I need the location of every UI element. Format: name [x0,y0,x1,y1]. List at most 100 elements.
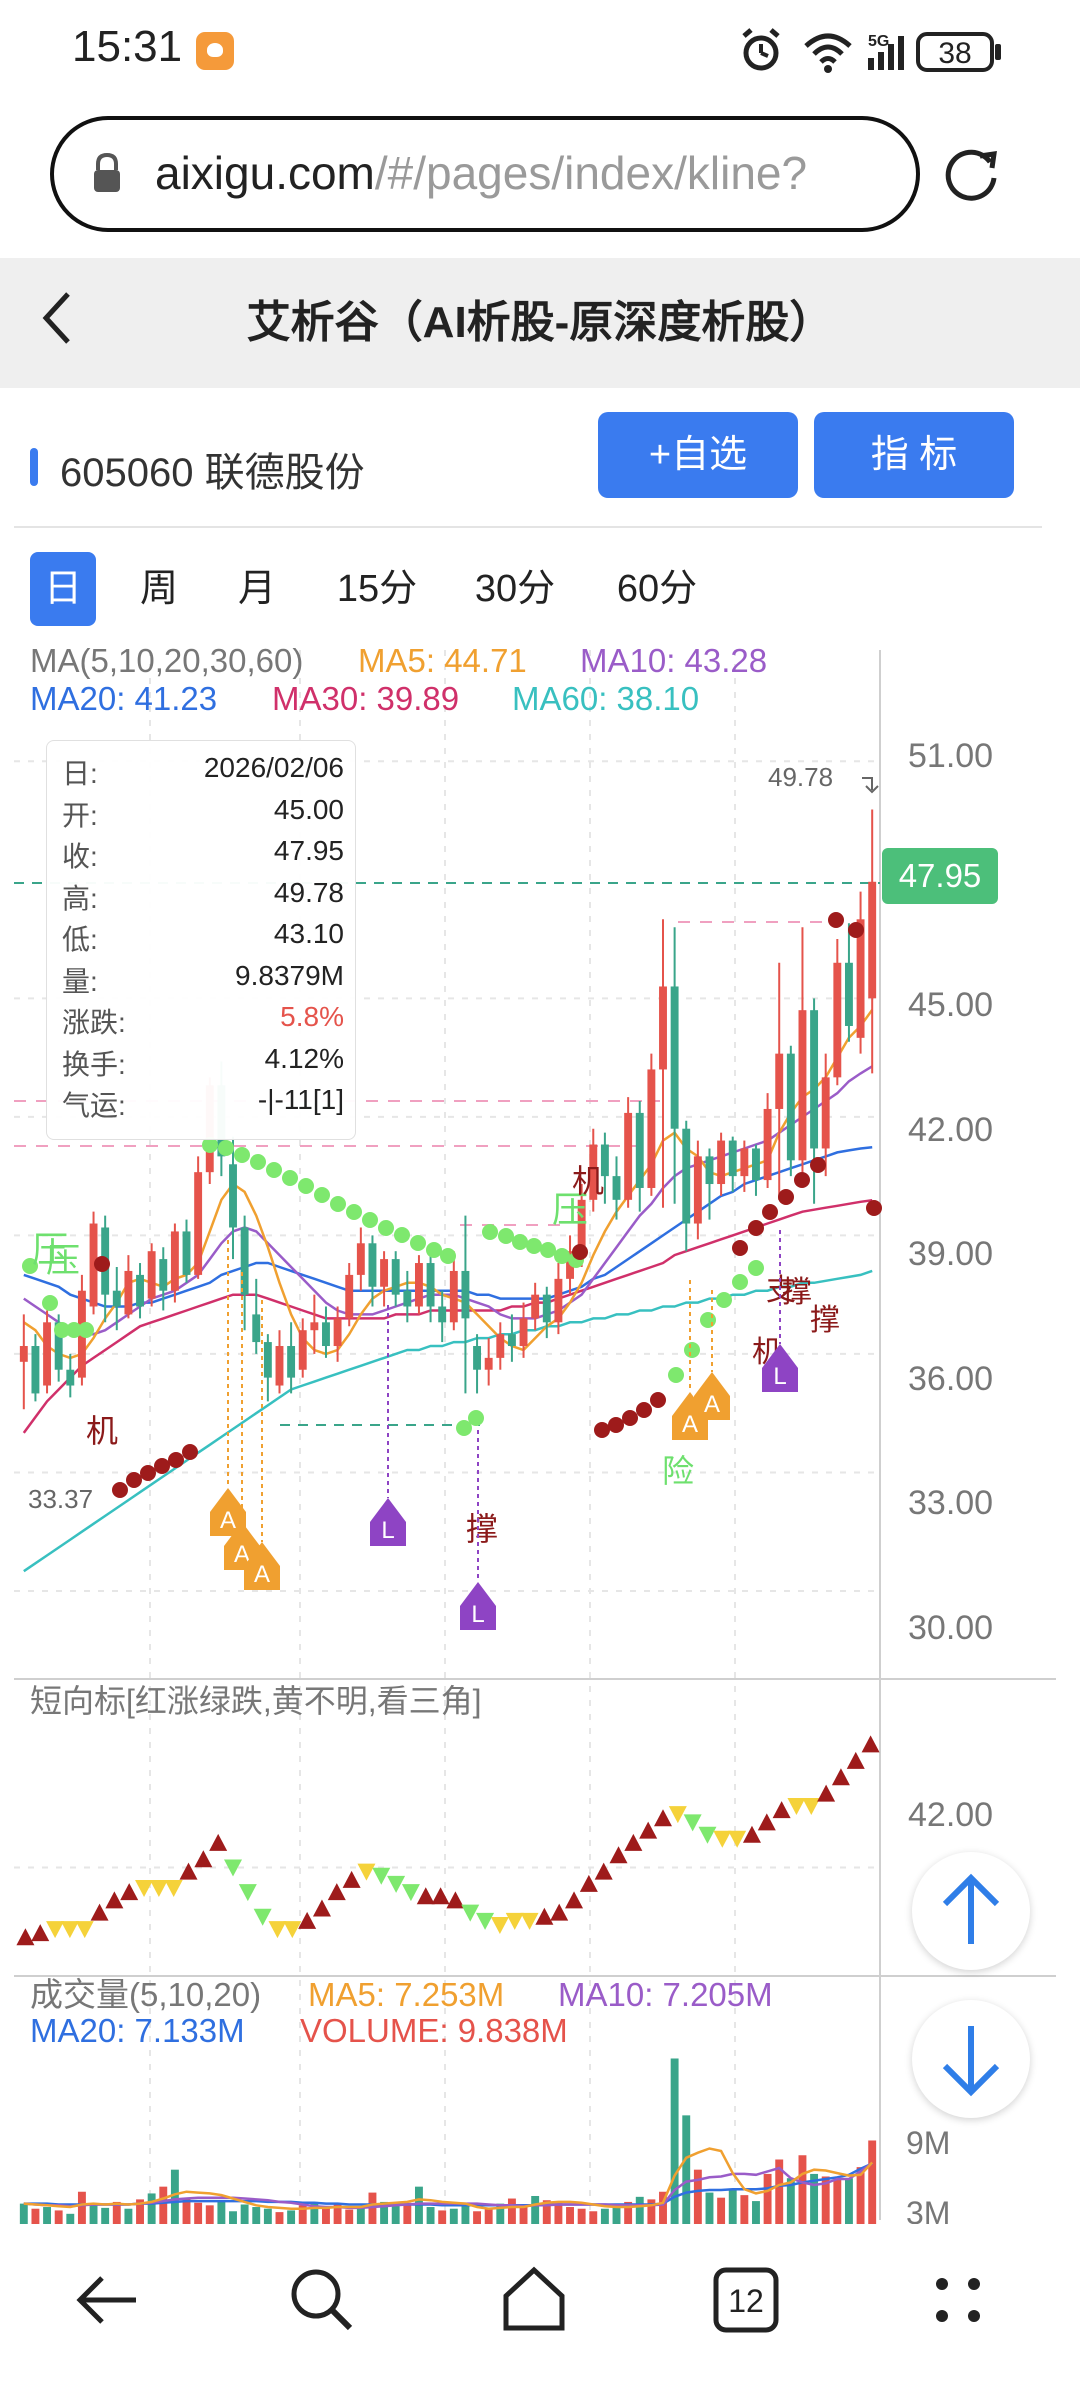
signal-support: 撑 [782,1276,812,1309]
volume-ma10-legend: MA10: 7.205M [558,1976,773,2013]
sar-dot [426,1242,442,1258]
volume-bar [170,2169,179,2224]
sar-dots [22,912,882,1498]
tab-60min[interactable]: 60分 [616,568,698,610]
url-text[interactable]: aixigu.com/#/pages/index/kline? [155,146,907,200]
candle [728,1136,737,1192]
volume-bar [496,2203,505,2224]
short-indicator-marker [46,1921,65,1939]
tooltip-row: 量: 9.8379M [62,960,344,1002]
candle-body [473,1346,482,1370]
volume-bar [322,2207,330,2224]
sar-dot [66,1322,82,1338]
indicator-button[interactable]: 指 标 [814,412,1014,498]
volume-bar [856,2167,865,2224]
flag-label: L [773,1363,786,1390]
short-indicator-marker [416,1887,435,1905]
short-indicator-marker [149,1880,168,1898]
candle-body [775,1053,784,1109]
kline-chart[interactable]: MA(5,10,20,30,60) MA5: 44.71 MA10: 43.28… [0,630,1080,2224]
candle [194,1156,203,1279]
candle-body [635,1112,644,1188]
short-indicator-marker [238,1884,257,1902]
volume-bar [728,2189,737,2224]
candle [240,1215,249,1331]
volume-bar [554,2201,563,2224]
volume-bar [229,2211,237,2224]
volume-bar [43,2207,52,2224]
price-tick: 51.00 [908,737,993,775]
volume-bar [763,2173,772,2224]
sar-dot [810,1157,826,1173]
candle-body [542,1294,551,1323]
volume-legend-title: 成交量(5,10,20) [30,1976,261,2013]
arrow-up-icon [942,1873,1000,1944]
candle-body [659,986,667,1070]
candle [414,1255,423,1315]
short-indicator-marker [698,1826,717,1844]
candle-body [810,1010,819,1149]
short-indicator-marker [194,1850,213,1868]
short-indicator-marker [624,1833,643,1851]
candle [624,1097,633,1208]
candle-body [345,1274,354,1319]
sar-dot [732,1240,748,1256]
tab-15min[interactable]: 15分 [336,568,418,610]
search-icon[interactable] [282,2260,362,2340]
menu-icon[interactable] [918,2260,998,2340]
sar-dot [440,1248,456,1264]
address-bar[interactable] [50,116,920,232]
signal-support: 撑 [466,1511,498,1547]
volume-bar [368,2192,377,2224]
tab-day[interactable]: 日 [30,552,96,626]
short-indicator-marker [772,1801,791,1819]
short-indicator-marker [831,1768,850,1786]
volume-bar [566,2207,574,2224]
scroll-down-button[interactable] [912,2000,1030,2118]
sar-dot [298,1178,314,1194]
candle [531,1282,540,1331]
reload-icon[interactable] [940,142,1002,204]
signal-icon [868,36,904,70]
short-indicator-title: 短向标[红涨绿跌,黄不明,看三角] [30,1683,482,1719]
back-arrow-icon[interactable] [70,2260,150,2340]
short-indicator-marker [550,1903,569,1921]
tab-month[interactable]: 月 [237,568,276,610]
candle-body [124,1270,133,1315]
volume-tick: 9M [906,2125,950,2161]
sar-dot [848,922,864,938]
candle [786,1045,795,1177]
candle-body [147,1251,156,1299]
short-indicator-marker [609,1846,628,1864]
volume-bar [101,2207,110,2224]
short-indicator-marker [268,1921,287,1939]
tooltip-key: 量: [62,965,98,997]
candle-body [577,1199,586,1252]
ma20-line [23,1146,873,1308]
candle [705,1148,714,1220]
candle-body [252,1314,261,1343]
tab-week[interactable]: 周 [139,568,178,610]
candle-body [426,1263,435,1307]
short-indicator-marker [446,1891,465,1909]
candle-body [182,1231,191,1275]
candle [229,1136,237,1260]
candle [589,1128,598,1212]
candle [182,1219,191,1283]
scroll-up-button[interactable] [912,1852,1030,1970]
candle [600,1132,609,1204]
candle-body [612,1176,621,1200]
back-icon[interactable] [38,288,78,348]
high-price-label: 49.78 [768,762,833,792]
tab-30min[interactable]: 30分 [474,568,556,610]
volume-bar [531,2195,540,2224]
volume-bar [182,2197,191,2224]
volume-bar [624,2201,633,2224]
app-notification-icon [196,32,234,70]
tooltip-row: 涨跌: 5.8% [62,1001,344,1043]
home-icon[interactable] [494,2258,574,2338]
ma5-legend: MA5: 44.71 [358,642,527,679]
candle [426,1255,435,1323]
tabs-icon[interactable]: 12 [706,2260,786,2340]
add-watchlist-button[interactable]: +自选 [598,412,798,498]
